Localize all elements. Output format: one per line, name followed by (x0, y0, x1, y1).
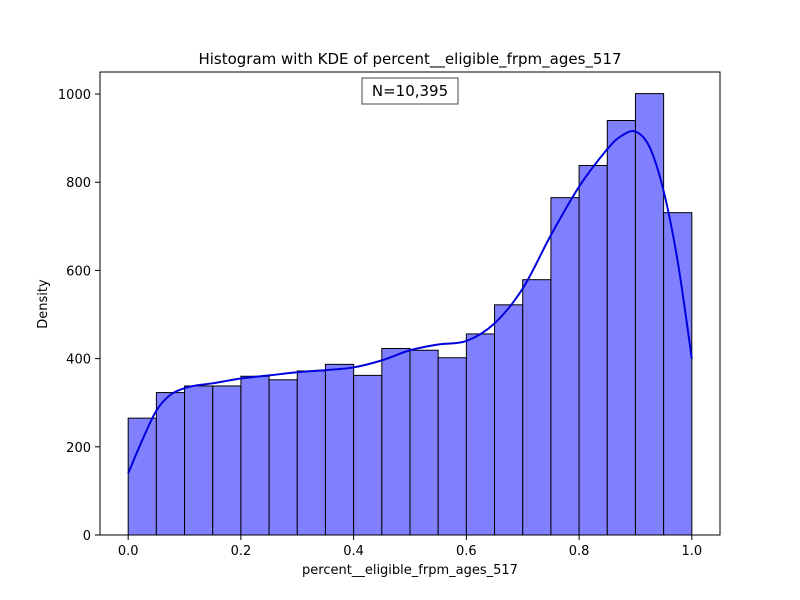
x-tick-label-0: 0.0 (118, 544, 139, 559)
y-tick-label-4: 800 (66, 176, 91, 191)
sample-size-annotation: N=10,395 (372, 82, 448, 100)
y-tick-label-1: 200 (66, 441, 91, 456)
y-tick-label-3: 600 (66, 264, 91, 279)
y-tick-label-0: 0 (83, 529, 91, 544)
y-axis-ticks: 0 200 400 600 800 1000 (58, 88, 100, 544)
histogram-bar-9 (381, 347, 411, 536)
histogram-bar-13 (494, 304, 524, 536)
x-tick-label-1: 0.2 (231, 544, 252, 559)
annotation-box (361, 77, 459, 105)
y-axis-label: Density (36, 279, 51, 329)
histogram-bar-11 (437, 357, 467, 536)
histogram-bar-3 (212, 385, 242, 536)
histogram-bar-12 (465, 333, 496, 536)
histogram-bar-4 (240, 375, 270, 536)
x-tick-label-3: 0.6 (456, 544, 477, 559)
kde-group (127, 130, 693, 474)
histogram-bar-15 (550, 197, 580, 536)
histogram-bar-17 (606, 120, 636, 536)
x-tick-label-5: 1.0 (681, 544, 702, 559)
histogram-bar-5 (268, 379, 298, 536)
histogram-bar-8 (353, 374, 383, 536)
histogram-bar-2 (184, 385, 214, 536)
x-tick-label-4: 0.8 (569, 544, 590, 559)
kde-line (127, 130, 693, 474)
plot-frame (99, 71, 721, 536)
histogram-bar-7 (324, 363, 355, 536)
x-axis-ticks: 0.0 0.2 0.4 0.6 0.8 1.0 (118, 535, 702, 559)
histogram-bar-0 (127, 417, 157, 536)
histogram-bar-6 (296, 370, 326, 536)
histogram-bar-14 (522, 279, 552, 536)
chart-title: Histogram with KDE of percent__eligible_… (198, 50, 621, 69)
y-tick-label-2: 400 (66, 353, 91, 368)
histogram-bar-10 (409, 349, 439, 536)
x-axis-label: percent__eligible_frpm_ages_517 (302, 563, 518, 578)
histogram-bar-18 (634, 93, 665, 536)
histogram-bar-1 (155, 392, 186, 536)
bars-group (127, 93, 693, 536)
histogram-bar-16 (578, 164, 608, 536)
x-tick-label-2: 0.4 (343, 544, 364, 559)
y-tick-label-5: 1000 (58, 88, 91, 103)
